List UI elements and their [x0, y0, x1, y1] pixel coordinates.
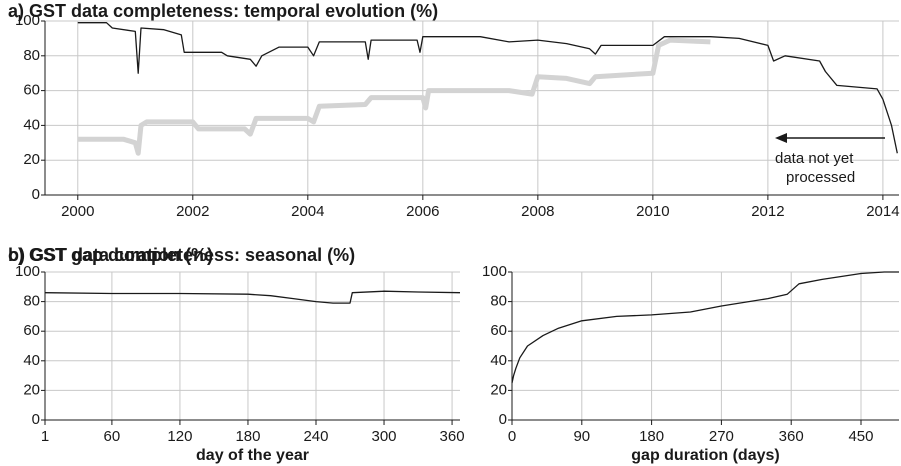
y-tick-label: 100 — [15, 12, 40, 29]
x-tick-label: 2006 — [406, 203, 439, 220]
x-tick-label: 2004 — [291, 203, 324, 220]
y-tick-label: 80 — [23, 293, 40, 310]
x-tick-label: 1 — [41, 428, 49, 445]
y-tick-label: 0 — [499, 411, 507, 428]
x-tick-label: 120 — [167, 428, 192, 445]
y-tick-label: 40 — [490, 352, 507, 369]
data-line — [44, 290, 461, 304]
y-tick-label: 40 — [23, 352, 40, 369]
y-tick-label: 60 — [490, 322, 507, 339]
y-tick-label: 80 — [490, 293, 507, 310]
y-tick-label: 100 — [482, 263, 507, 280]
annotation: data not yet — [775, 150, 854, 167]
x-tick-label: 60 — [104, 428, 121, 445]
data-line — [511, 271, 899, 384]
y-tick-label: 80 — [23, 47, 40, 64]
x-tick-label: 270 — [709, 428, 734, 445]
y-tick-label: 20 — [490, 381, 507, 398]
x-tick-label: 360 — [779, 428, 804, 445]
x-tick-label: 360 — [440, 428, 465, 445]
chart-title: b) GST data completeness: seasonal (%) — [8, 245, 355, 265]
chart-title: c) GST gap duration (%) — [8, 245, 213, 265]
x-tick-label: 180 — [639, 428, 664, 445]
y-tick-label: 60 — [23, 322, 40, 339]
x-tick-label: 2000 — [61, 203, 94, 220]
y-tick-label: 0 — [32, 186, 40, 203]
x-tick-label: 2014 — [866, 203, 899, 220]
x-axis-label: day of the year — [196, 447, 309, 464]
annotation: processed — [786, 169, 855, 186]
x-tick-label: 2002 — [176, 203, 209, 220]
y-tick-label: 100 — [15, 263, 40, 280]
y-tick-label: 20 — [23, 381, 40, 398]
y-tick-label: 0 — [32, 411, 40, 428]
x-tick-label: 2008 — [521, 203, 554, 220]
x-tick-label: 2012 — [751, 203, 784, 220]
x-tick-label: 450 — [848, 428, 873, 445]
x-tick-label: 2010 — [636, 203, 669, 220]
x-tick-label: 0 — [508, 428, 516, 445]
y-tick-label: 20 — [23, 151, 40, 168]
chart-title: a) GST data completeness: temporal evolu… — [8, 1, 438, 21]
x-axis-label: gap duration (days) — [631, 447, 779, 464]
x-tick-label: 300 — [372, 428, 397, 445]
x-tick-label: 90 — [573, 428, 590, 445]
x-tick-label: 240 — [303, 428, 328, 445]
x-tick-label: 180 — [235, 428, 260, 445]
y-tick-label: 60 — [23, 82, 40, 99]
data-line — [77, 37, 711, 156]
y-tick-label: 40 — [23, 116, 40, 133]
arrow-head — [775, 133, 787, 143]
data-line — [77, 22, 898, 154]
